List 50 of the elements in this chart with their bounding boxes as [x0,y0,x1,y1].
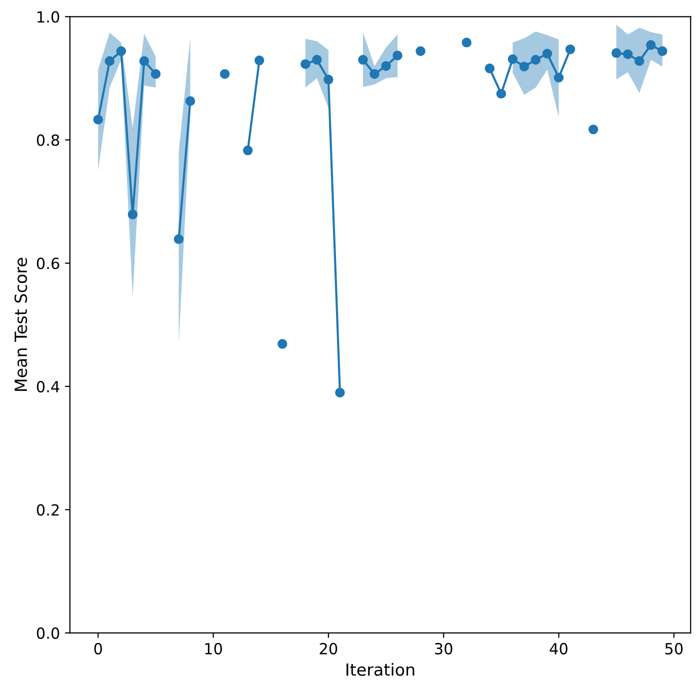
point [185,96,196,106]
point [416,46,426,56]
y-tick-label: 0.6 [36,258,60,270]
point [381,61,391,71]
point [484,64,495,74]
x-tick-label: 20 [320,642,338,654]
y-tick-label: 0.2 [36,504,59,516]
x-tick-label: 30 [435,642,452,654]
point [611,48,622,58]
point [174,234,184,244]
point [358,54,368,65]
point [508,54,518,64]
point [278,339,288,349]
point [554,72,564,83]
point [150,69,161,79]
point [565,44,576,54]
point [462,38,472,48]
point [588,124,598,134]
point [646,40,656,50]
x-tick-label: 40 [550,642,568,654]
point [392,50,402,60]
y-axis-title: Mean Test Score [14,258,28,391]
point [622,49,633,60]
point [530,54,541,65]
point [104,56,114,66]
point [116,46,126,56]
point [324,74,334,84]
point [370,69,380,79]
point [496,88,506,99]
y-tick-label: 0.8 [36,134,60,146]
point [312,54,322,65]
point [519,62,530,72]
point [93,114,103,124]
point [542,48,552,58]
y-tick-label: 0.4 [36,380,60,392]
point [128,210,138,220]
point [254,56,264,66]
x-axis-title: Iteration [346,662,414,676]
point [335,388,345,398]
y-tick-label: 0.0 [36,627,60,639]
x-tick-label: 50 [665,642,683,654]
y-tick-label: 1.0 [38,11,60,23]
point [242,146,253,156]
point [634,56,644,66]
point [658,46,668,56]
point [139,56,150,66]
x-tick-label: 10 [205,642,222,654]
x-tick-label: 0 [94,642,102,654]
point [220,69,230,79]
point [300,59,310,69]
